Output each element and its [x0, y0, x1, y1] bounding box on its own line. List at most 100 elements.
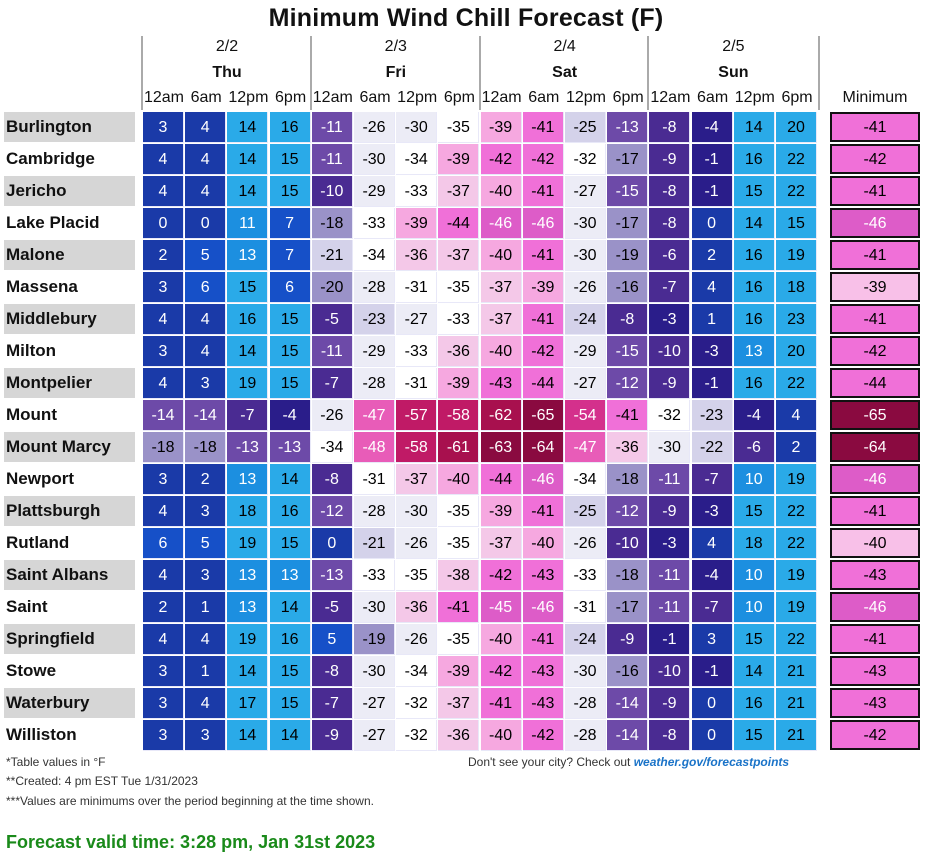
wind-chill-cell: -18 [185, 432, 227, 463]
wind-chill-cell: -36 [438, 720, 480, 751]
minimum-cell: -43 [830, 560, 920, 590]
minimum-cell: -46 [830, 208, 920, 238]
wind-chill-cell: -35 [438, 624, 480, 655]
wind-chill-cell: -26 [565, 272, 606, 303]
wind-chill-cell: -42 [480, 560, 522, 591]
hour-header-2-2: 12pm [565, 89, 607, 106]
wind-chill-cell: 2 [776, 432, 817, 463]
forecast-valid-time: Forecast valid time: 3:28 pm, Jan 31st 2… [6, 832, 376, 852]
wind-chill-cell: 16 [733, 240, 775, 271]
wind-chill-cell: 1 [185, 656, 227, 687]
wind-chill-cell: 13 [269, 560, 311, 591]
wind-chill-cell: -25 [565, 496, 606, 527]
city-label: Montpelier [4, 368, 135, 398]
wind-chill-cell: -40 [480, 720, 522, 751]
wind-chill-cell: -47 [565, 432, 606, 463]
wind-chill-cell: 3 [185, 720, 227, 751]
wind-chill-cell: 14 [227, 336, 269, 367]
wind-chill-cell: -24 [565, 624, 606, 655]
wind-chill-cell: 4 [185, 336, 227, 367]
wind-chill-cell: 2 [691, 240, 733, 271]
wind-chill-cell: -33 [396, 336, 438, 367]
wind-chill-cell: -25 [565, 112, 606, 143]
wind-chill-cell: 19 [776, 240, 817, 271]
wind-chill-cell: 16 [733, 144, 775, 175]
wind-chill-cell: 14 [227, 656, 269, 687]
wind-chill-cell: -33 [354, 560, 395, 591]
wind-chill-cell: -30 [565, 208, 606, 239]
wind-chill-cell: 22 [776, 144, 817, 175]
hour-header-1-1: 6am [359, 89, 391, 106]
wind-chill-cell: -42 [522, 720, 564, 751]
wind-chill-cell: 3 [143, 272, 184, 303]
minimum-cell: -46 [830, 592, 920, 622]
wind-chill-cell: -40 [480, 336, 522, 367]
city-label: Cambridge [4, 144, 135, 174]
wind-chill-cell: -43 [522, 656, 564, 687]
wind-chill-cell: 3 [143, 720, 184, 751]
wind-chill-cell: -9 [649, 688, 691, 719]
wind-chill-cell: -29 [354, 176, 395, 207]
hour-header-3-2: 12pm [734, 89, 775, 106]
chart-title: Minimum Wind Chill Forecast (F) [268, 4, 664, 32]
wind-chill-cell: -48 [354, 432, 395, 463]
city-label: Middlebury [4, 304, 135, 334]
wind-chill-cell: -3 [649, 304, 691, 335]
wind-chill-cell: 16 [733, 304, 775, 335]
wind-chill-cell: -39 [438, 144, 480, 175]
wind-chill-cell: 3 [143, 656, 184, 687]
wind-chill-cell: -31 [396, 272, 438, 303]
wind-chill-cell: 18 [733, 528, 775, 559]
wind-chill-cell: -42 [522, 336, 564, 367]
forecast-points-link[interactable]: weather.gov/forecastpoints [633, 755, 790, 769]
minimum-cell: -43 [830, 656, 920, 686]
wind-chill-cell: -15 [607, 176, 649, 207]
wind-chill-cell: -37 [438, 176, 480, 207]
city-label: Rutland [4, 528, 135, 558]
wind-chill-cell: 15 [269, 336, 311, 367]
minimum-cell: -41 [830, 240, 920, 270]
minimum-cell: -44 [830, 368, 920, 398]
wind-chill-cell: -42 [480, 656, 522, 687]
wind-chill-cell: -28 [354, 368, 395, 399]
wind-chill-cell: 4 [143, 560, 184, 591]
wind-chill-cell: -22 [691, 432, 733, 463]
city-label: Springfield [4, 624, 135, 654]
wind-chill-cell: -6 [649, 240, 691, 271]
city-label: Malone [4, 240, 135, 270]
wind-chill-cell: 14 [269, 720, 311, 751]
wind-chill-cell: -58 [396, 432, 438, 463]
wind-chill-cell: -41 [522, 176, 564, 207]
wind-chill-cell: -1 [691, 176, 733, 207]
wind-chill-cell: 14 [227, 720, 269, 751]
wind-chill-cell: 3 [143, 336, 184, 367]
hour-header-2-0: 12am [481, 89, 522, 106]
wind-chill-cell: -46 [522, 592, 564, 623]
wind-chill-cell: -18 [607, 464, 649, 495]
wind-chill-cell: -35 [438, 272, 480, 303]
day-name-0: Thu [212, 64, 242, 81]
wind-chill-cell: -18 [311, 208, 353, 239]
wind-chill-cell: -37 [396, 464, 438, 495]
wind-chill-cell: 13 [227, 464, 269, 495]
day-date-2: 2/4 [553, 38, 576, 55]
day-separator [309, 36, 312, 110]
wind-chill-cell: 15 [269, 368, 311, 399]
wind-chill-cell: 14 [733, 208, 775, 239]
city-label: Mount Marcy [4, 432, 135, 462]
wind-chill-cell: -40 [438, 464, 480, 495]
wind-chill-cell: 13 [733, 336, 775, 367]
wind-chill-cell: 23 [776, 304, 817, 335]
wind-chill-cell: -18 [607, 560, 649, 591]
wind-chill-cell: 15 [269, 528, 311, 559]
wind-chill-cell: 14 [733, 656, 775, 687]
wind-chill-cell: -16 [607, 272, 649, 303]
wind-chill-cell: -20 [311, 272, 353, 303]
wind-chill-cell: -9 [311, 720, 353, 751]
note-units: *Table values in °F [6, 755, 106, 769]
wind-chill-cell: -35 [438, 112, 480, 143]
wind-chill-cell: 22 [776, 496, 817, 527]
wind-chill-cell: 15 [227, 272, 269, 303]
wind-chill-cell: -19 [607, 240, 649, 271]
wind-chill-cell: -34 [396, 144, 438, 175]
